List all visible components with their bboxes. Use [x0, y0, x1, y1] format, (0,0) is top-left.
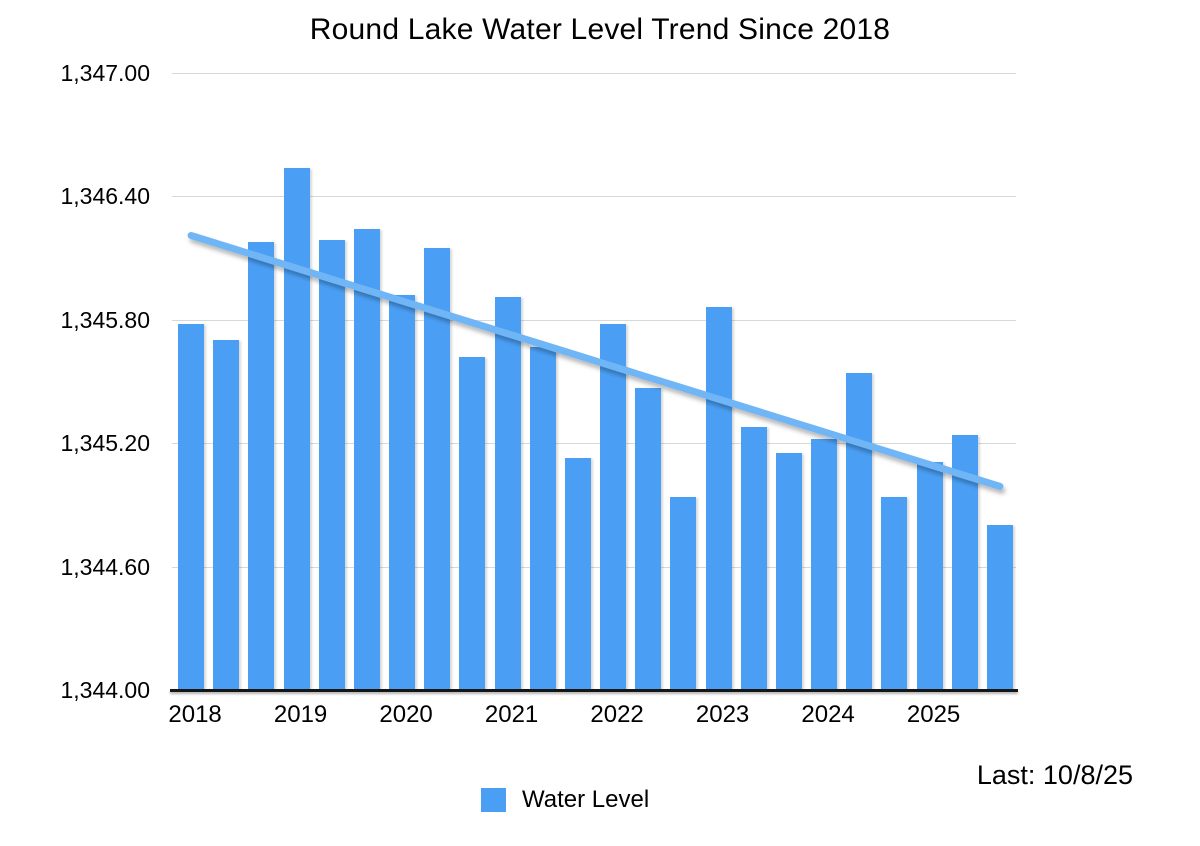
bar	[213, 340, 240, 690]
plot-area	[170, 73, 1018, 692]
bar	[670, 496, 697, 690]
gridline	[172, 196, 1016, 198]
bar	[986, 525, 1013, 690]
x-axis-label: 2018	[168, 701, 222, 728]
bar	[600, 323, 627, 690]
trendline-segment	[187, 231, 1004, 490]
legend-label: Water Level	[522, 786, 650, 813]
bar	[459, 356, 486, 690]
bar	[635, 387, 662, 690]
bar	[494, 297, 521, 690]
bar	[916, 461, 943, 690]
bar	[740, 426, 767, 690]
bar	[705, 307, 732, 690]
y-axis-label: 1,347.00	[60, 60, 150, 86]
x-axis-label: 2023	[695, 701, 750, 728]
x-axis-label: 2019	[273, 701, 328, 728]
gridline	[172, 73, 1016, 74]
bar	[775, 453, 802, 690]
gridline	[172, 443, 1016, 445]
legend: Water Level	[481, 787, 649, 813]
bar	[283, 167, 310, 690]
y-axis-label: 1,345.80	[60, 306, 150, 333]
last-reading-label: Last: 10/8/25	[976, 760, 1133, 790]
bar	[846, 373, 873, 690]
y-axis-label: 1,344.60	[60, 553, 150, 580]
gridline	[172, 566, 1016, 568]
bar	[318, 239, 345, 690]
x-axis-label: 2020	[379, 701, 433, 728]
bar	[248, 241, 275, 690]
x-axis-label: 2024	[801, 701, 855, 728]
bar	[811, 439, 838, 690]
bar	[424, 247, 451, 690]
bar	[353, 229, 380, 690]
y-axis-label: 1,345.20	[60, 430, 150, 457]
x-axis-label: 2022	[590, 701, 644, 728]
legend-swatch	[481, 788, 506, 812]
y-axis-label: 1,346.40	[60, 183, 150, 210]
x-axis-line	[170, 689, 1018, 692]
bar	[564, 457, 591, 690]
x-axis-label: 2021	[484, 701, 539, 728]
bar	[178, 323, 205, 690]
y-axis-label: 1,344.00	[60, 677, 150, 703]
chart-title: Round Lake Water Level Trend Since 2018	[309, 13, 891, 46]
bar	[389, 295, 416, 690]
x-axis-label: 2025	[906, 701, 961, 728]
trendline	[187, 231, 1004, 490]
gridline	[172, 319, 1016, 321]
bar	[881, 496, 908, 690]
bar	[529, 346, 556, 690]
